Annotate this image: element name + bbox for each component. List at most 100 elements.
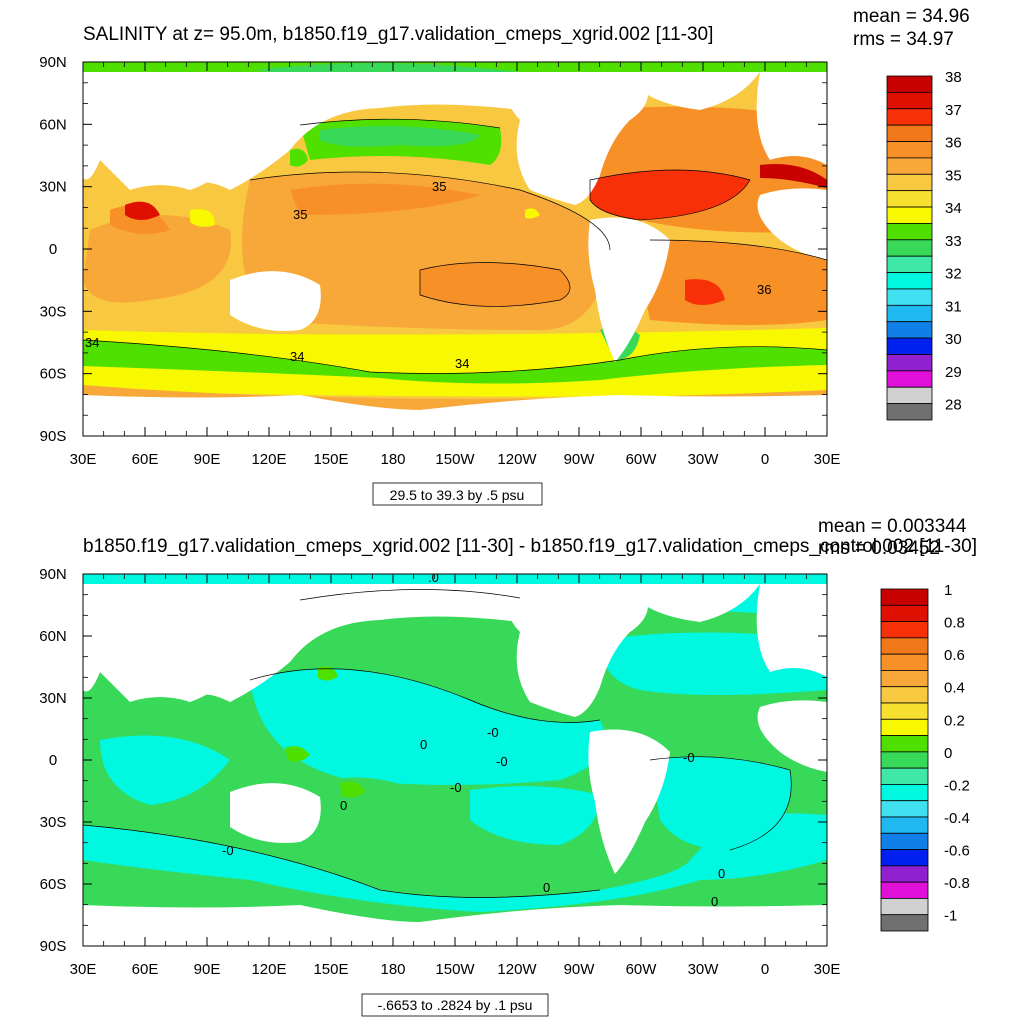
pacific-core-1	[420, 262, 570, 307]
colorbar-label: 0.8	[944, 615, 965, 632]
colorbar-label: -1	[944, 908, 957, 925]
x-ticks-2: 30E 60E 90E 120E 150E 180 150W 120W 90W 60W 30W 0 30…	[70, 574, 841, 978]
colorbar-swatch	[880, 898, 929, 916]
colorbar-label: -0.6	[944, 843, 970, 860]
x-tick-label: 120W	[497, 961, 537, 978]
wpac-green-2	[285, 746, 310, 762]
info-box-2: -.6653 to .2824 by .1 psu	[361, 993, 549, 1017]
colorbar-label: 0.4	[944, 680, 965, 697]
x-tick-label: 120E	[251, 961, 286, 978]
colorbar-swatch	[886, 157, 933, 175]
colorbar-swatch	[886, 386, 933, 405]
colorbar-label: -0.8	[944, 875, 970, 892]
colorbar-swatch	[880, 718, 929, 736]
contours-2	[83, 589, 792, 898]
panel-2-rms: rms = 0.03452	[818, 538, 940, 559]
europe-land-1	[756, 72, 827, 165]
y-tick-label: 30S	[40, 814, 67, 831]
x-tick-label: 30E	[70, 451, 97, 468]
eurasia-land-1	[188, 72, 561, 190]
png-green-2	[340, 781, 365, 798]
contour-line-1f	[299, 118, 501, 129]
map-1: 35 35 34 34 36 34	[83, 62, 827, 436]
contour-line-1c	[83, 339, 827, 374]
colorbar-swatch	[880, 800, 929, 818]
colorbar-swatch	[886, 141, 933, 159]
greenland-land-2	[640, 584, 760, 622]
africa-body-1	[757, 180, 827, 260]
colorbar-swatch	[886, 321, 933, 339]
y-tick-label: 90N	[39, 566, 67, 583]
colorbar-swatch	[880, 621, 929, 639]
contour-label: -0	[450, 780, 462, 795]
x-tick-label: 30E	[814, 451, 841, 468]
colorbar-label: -0.4	[944, 810, 970, 827]
x-tick-label: 60E	[132, 961, 159, 978]
natl-core-1	[590, 170, 750, 220]
panel-salinity: SALINITY at z= 95.0m, b1850.f19_g17.vali…	[39, 6, 970, 506]
x-tick-label: 0	[761, 451, 769, 468]
contour-label: 35	[293, 207, 307, 222]
colorbar-swatch	[886, 108, 933, 126]
indian-1	[83, 215, 231, 303]
colorbar-swatch	[886, 255, 933, 273]
colorbar-swatch	[880, 881, 929, 899]
contour-line-1e	[649, 239, 827, 261]
colorbar-label: 33	[945, 233, 962, 250]
x-tick-label: 120E	[251, 451, 286, 468]
colorbar-swatch	[880, 686, 929, 704]
x-tick-label: 60E	[132, 451, 159, 468]
x-tick-label: 30W	[688, 961, 720, 978]
info-box-text: 29.5 to 39.3 by .5 psu	[390, 487, 525, 503]
x-tick-label: 30E	[814, 961, 841, 978]
x-tick-label: 90E	[194, 961, 221, 978]
colorbar-label: 1	[944, 582, 952, 599]
y-tick-label: 60N	[39, 628, 67, 645]
colorbar-label: 37	[945, 102, 962, 119]
contour-label: 34	[290, 349, 304, 364]
med-1	[760, 164, 827, 188]
panel-difference: b1850.f19_g17.validation_cmeps_xgrid.002…	[39, 516, 977, 1017]
y-tick-label: 90N	[39, 54, 67, 71]
colorbar-swatch	[880, 653, 929, 671]
x-tick-label: 90W	[564, 961, 596, 978]
colorbar-label: 30	[945, 331, 962, 348]
colorbar-swatch	[880, 816, 929, 834]
x-tick-label: 30W	[688, 451, 720, 468]
x-ticks-1: 30E 60E 90E 120E 150E 180 150W 120W 90W 60W 30W 0 30…	[70, 62, 841, 468]
x-tick-label: 30E	[70, 961, 97, 978]
x-tick-label: 150E	[313, 451, 348, 468]
colorbar-label: 35	[945, 167, 962, 184]
panel-2-title: b1850.f19_g17.validation_cmeps_xgrid.002…	[83, 536, 977, 557]
colorbar-label: 0.2	[944, 712, 965, 729]
pac-cyan-east-2	[470, 786, 600, 845]
colorbar-swatch	[886, 239, 933, 257]
contour-labels-2: .0 0 -0 -0 0 -0 -0 0 -0 0 0	[222, 574, 725, 909]
colorbar-swatch	[886, 272, 933, 290]
colorbar-swatch	[886, 173, 933, 192]
so-green-1	[83, 340, 827, 384]
colorbar-swatch	[886, 288, 933, 306]
y-tick-label: 90S	[40, 428, 67, 445]
x-tick-label: 60W	[626, 451, 658, 468]
contour-label: 0	[718, 866, 725, 881]
x-tick-label: 60W	[626, 961, 658, 978]
colorbar-swatch	[886, 190, 933, 208]
y-tick-label: 90S	[40, 938, 67, 955]
gulf-california-1	[525, 208, 540, 219]
contour-label: -0	[487, 725, 499, 740]
colorbar-swatch	[886, 124, 933, 142]
colorbar-label: 36	[945, 135, 962, 152]
npac-lower-1	[320, 126, 480, 147]
x-tick-label: 90W	[564, 451, 596, 468]
contour-labels-1: 35 35 34 34 36 34	[85, 179, 771, 371]
okhotsk-1	[290, 148, 308, 167]
land-2	[83, 584, 827, 946]
contour-label: 0	[420, 737, 427, 752]
colorbar-label: 28	[945, 397, 962, 414]
north-america-land-1	[506, 72, 648, 205]
y-tick-label: 30S	[40, 303, 67, 320]
npac-cyan-2	[250, 668, 605, 785]
australia-land-2	[230, 783, 321, 843]
